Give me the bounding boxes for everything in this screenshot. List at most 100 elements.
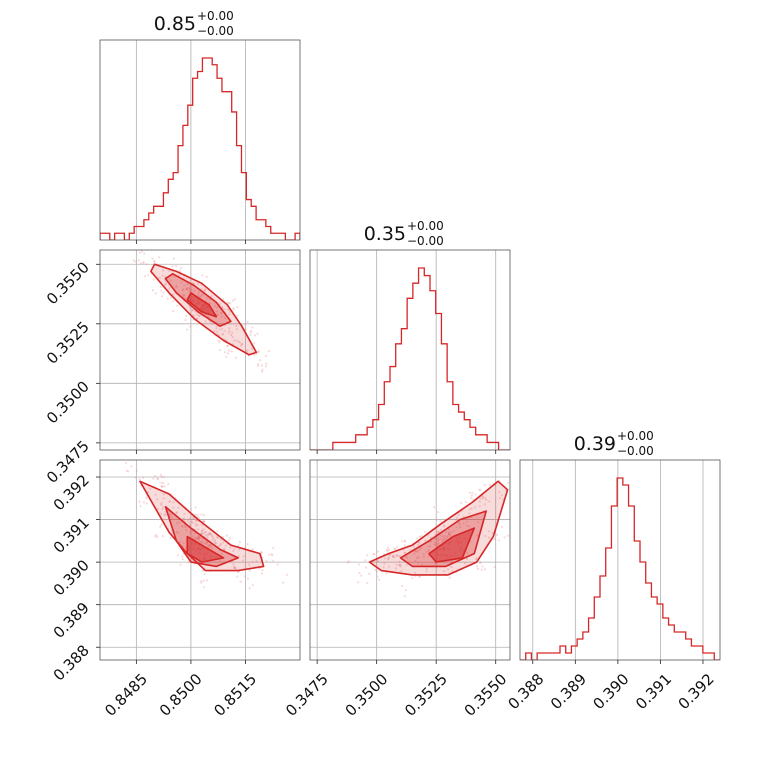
sample-point bbox=[452, 529, 455, 532]
sample-point bbox=[397, 555, 400, 558]
sample-point bbox=[186, 519, 189, 522]
sample-point bbox=[399, 555, 402, 558]
sample-point bbox=[474, 493, 477, 496]
sample-point bbox=[233, 566, 236, 569]
sample-point bbox=[436, 537, 439, 540]
sample-point bbox=[368, 572, 371, 575]
sample-point bbox=[468, 491, 471, 494]
sample-point bbox=[243, 575, 246, 578]
sample-point bbox=[478, 489, 481, 492]
sample-point bbox=[201, 532, 204, 535]
y-tick-label: 0.389 bbox=[50, 599, 93, 642]
sample-point bbox=[153, 260, 156, 263]
sample-point bbox=[159, 285, 162, 288]
sample-point bbox=[142, 261, 145, 264]
sample-point bbox=[143, 275, 146, 278]
sample-point bbox=[488, 484, 491, 487]
sample-point bbox=[398, 564, 401, 567]
sample-point bbox=[194, 522, 197, 525]
sample-point bbox=[183, 517, 186, 520]
sample-point bbox=[422, 556, 425, 559]
sample-point bbox=[221, 541, 225, 544]
sample-point bbox=[226, 344, 229, 348]
sample-point bbox=[217, 333, 220, 336]
sample-point bbox=[468, 512, 471, 515]
sample-point bbox=[272, 546, 275, 550]
sample-point bbox=[227, 301, 230, 304]
sample-point bbox=[186, 328, 189, 331]
panel-frame bbox=[99, 249, 301, 451]
sample-point bbox=[233, 547, 236, 550]
sample-point bbox=[226, 352, 230, 355]
sample-point bbox=[201, 541, 204, 545]
sample-point bbox=[175, 522, 179, 525]
sample-point bbox=[458, 523, 461, 526]
sample-point bbox=[442, 524, 445, 527]
x-tick-label: 0.8485 bbox=[101, 670, 151, 720]
sample-point bbox=[403, 595, 406, 598]
sample-point bbox=[393, 556, 396, 559]
sample-point bbox=[498, 497, 501, 500]
sample-point bbox=[440, 541, 443, 544]
sample-point bbox=[145, 497, 148, 500]
sample-point bbox=[207, 533, 210, 536]
sample-point bbox=[130, 465, 133, 468]
sample-point bbox=[227, 349, 231, 352]
sample-point bbox=[175, 530, 178, 534]
sample-point bbox=[251, 560, 254, 563]
sample-point bbox=[213, 541, 216, 544]
sample-point bbox=[125, 469, 128, 472]
sample-point bbox=[434, 538, 437, 541]
sample-point bbox=[462, 515, 465, 518]
sample-point bbox=[232, 308, 235, 311]
sample-point bbox=[185, 529, 188, 532]
contour-outer bbox=[139, 480, 265, 572]
sample-point bbox=[184, 318, 187, 322]
sample-point bbox=[209, 533, 212, 536]
sample-point bbox=[221, 332, 224, 335]
sample-point bbox=[251, 347, 254, 350]
sample-point bbox=[200, 294, 203, 298]
sample-point bbox=[191, 535, 194, 538]
sample-point bbox=[193, 532, 196, 535]
sample-point bbox=[156, 498, 159, 501]
sample-point bbox=[236, 571, 240, 574]
sample-point bbox=[202, 528, 205, 531]
sample-point bbox=[154, 535, 157, 538]
sample-point bbox=[160, 289, 163, 292]
sample-point bbox=[417, 561, 420, 564]
sample-point bbox=[201, 274, 204, 277]
sample-point bbox=[358, 571, 361, 575]
sample-point bbox=[447, 532, 450, 535]
sample-point bbox=[242, 559, 245, 562]
sample-point bbox=[215, 310, 218, 313]
sample-point bbox=[233, 567, 236, 570]
sample-point bbox=[447, 528, 451, 531]
sample-point bbox=[448, 533, 451, 536]
title-value: 0.35 bbox=[364, 223, 406, 245]
sample-point bbox=[216, 313, 219, 316]
sample-point bbox=[227, 331, 230, 334]
sample-point bbox=[416, 537, 419, 540]
sample-point bbox=[179, 540, 182, 544]
sample-point bbox=[437, 540, 440, 543]
sample-point bbox=[437, 542, 440, 545]
panel-title-3: 0.39 +0.00−0.00 bbox=[574, 429, 654, 458]
sample-point bbox=[208, 544, 211, 547]
sample-point bbox=[256, 332, 259, 335]
sample-point bbox=[194, 513, 197, 516]
scatter-panel-2-3 bbox=[309, 459, 531, 664]
sample-point bbox=[160, 485, 164, 488]
sample-point bbox=[220, 552, 223, 555]
sample-point bbox=[218, 328, 221, 331]
sample-point bbox=[439, 537, 442, 540]
sample-point bbox=[411, 576, 414, 580]
sample-point bbox=[210, 534, 213, 537]
sample-point bbox=[169, 296, 172, 299]
sample-point bbox=[231, 336, 234, 339]
contour-inner bbox=[164, 505, 239, 568]
sample-point bbox=[386, 546, 390, 549]
sample-point bbox=[529, 476, 531, 478]
sample-point bbox=[445, 535, 448, 538]
sample-point bbox=[458, 521, 461, 525]
